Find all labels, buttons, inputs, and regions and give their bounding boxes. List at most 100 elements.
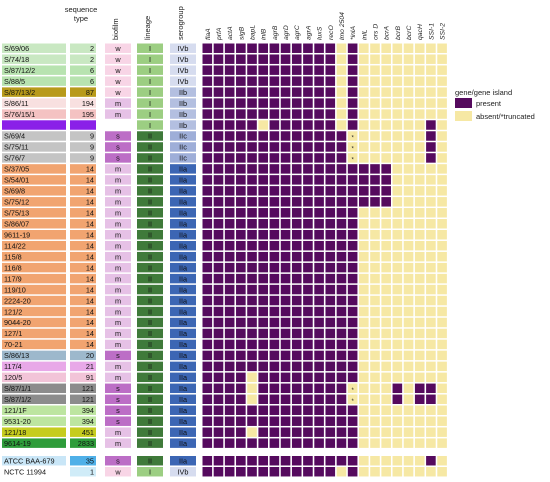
serogroup-label: IIa [179, 252, 188, 261]
gene-cell-present [291, 394, 302, 405]
gene-cell-absent [359, 109, 369, 119]
table-row: NCTC 11994 1 w I IVb [2, 467, 196, 477]
gene-cell-present [269, 131, 280, 141]
serogroup-cell [170, 65, 196, 75]
biofilm-cell [105, 251, 131, 262]
gene-cell-present [303, 98, 313, 108]
gene-cell-absent [403, 262, 414, 273]
gene-cell-present [247, 295, 257, 306]
sequence-type-label: 9 [90, 154, 94, 163]
gene-cell-absent [403, 142, 414, 152]
gene-cell-present [202, 109, 213, 119]
gene-cell-absent [392, 416, 403, 426]
gene-cell-present [247, 65, 257, 75]
gene-cell-present [247, 456, 257, 466]
sequence-type-cell [70, 76, 96, 86]
gene-cell-absent [347, 153, 358, 163]
gene-cell-present [269, 229, 280, 240]
gene-cell-absent [403, 372, 414, 383]
gene-cell-present [303, 306, 313, 317]
lineage-label: II [148, 362, 152, 371]
gene-cell-present [247, 306, 257, 317]
biofilm-cell [105, 164, 131, 174]
gene-cell-present [236, 438, 246, 448]
gene-cell-present [258, 284, 268, 295]
gene-cell-present [336, 142, 347, 152]
gene-cell-absent [403, 416, 414, 426]
gene-cell-absent [414, 131, 425, 141]
strain-cell [2, 284, 66, 295]
strain-label: S/75/12 [4, 198, 29, 207]
gene-cell-absent [359, 43, 369, 53]
gene-cell-absent [437, 131, 447, 141]
serogroup-cell [170, 219, 196, 229]
strain-label: S/69/8 [4, 187, 25, 196]
biofilm-label: w [114, 88, 121, 97]
gene-cell-present [224, 372, 235, 383]
gene-cell-absent [403, 405, 414, 415]
gene-cell-present [291, 262, 302, 273]
biofilm-cell [105, 76, 131, 86]
gene-cell-present [303, 54, 313, 64]
biofilm-label: m [115, 198, 121, 207]
gene-cell-present [247, 142, 257, 152]
gene-cell-present [269, 456, 280, 466]
gene-cell-present [314, 361, 324, 372]
gene-cell-present [247, 120, 257, 130]
gene-cell-present [202, 87, 213, 97]
gene-cell-absent [392, 131, 403, 141]
gene-cell-present [291, 427, 302, 437]
serogroup-label: IVb [178, 77, 189, 86]
gene-cell-absent [359, 273, 369, 284]
lineage-cell [137, 306, 163, 317]
gene-cell-absent [392, 295, 403, 306]
gene-cell-present [224, 131, 235, 141]
gene-cell-present [325, 339, 336, 350]
gene-cell-present [224, 405, 235, 415]
lineage-label: II [148, 187, 152, 196]
gene-cell-present [291, 54, 302, 64]
gene-cell-absent [437, 339, 447, 350]
gene-cell-present [336, 350, 347, 361]
gene-cell-absent [414, 427, 425, 437]
table-row: 119/10 14 m II IIa [2, 284, 196, 295]
gene-cell-present [303, 273, 313, 284]
gene-cell-present [314, 284, 324, 295]
gene-cell-present [280, 456, 291, 466]
truncated-marker: * [351, 147, 354, 153]
gene-cell-absent [381, 350, 391, 361]
gene-cell-absent [359, 120, 369, 130]
gene-cell-present [213, 262, 224, 273]
gene-cell-absent [392, 109, 403, 119]
sequence-type-label: 14 [86, 230, 94, 239]
serogroup-cell [170, 383, 196, 394]
gene-cell-present [381, 197, 391, 207]
gene-cell-present [236, 361, 246, 372]
gene-cell-absent [437, 467, 447, 477]
sequence-type-label: 6 [90, 77, 94, 86]
gene-cell-present [325, 219, 336, 229]
gene-cell-present [258, 306, 268, 317]
gene-cell-absent [426, 197, 436, 207]
gene-cell-absent [392, 229, 403, 240]
gene-cell-absent [403, 328, 414, 339]
strain-cell [2, 120, 66, 130]
gene-cell-present [269, 65, 280, 75]
gene-cell-present [269, 416, 280, 426]
gene-cell-present [314, 219, 324, 229]
serogroup-cell [170, 394, 196, 405]
gene-cell-present [280, 284, 291, 295]
gene-cell-absent [381, 262, 391, 273]
gene-cell-absent [437, 186, 447, 196]
table-row: S/86/07 14 m II IIa [2, 219, 196, 229]
biofilm-label: s [116, 132, 120, 141]
gene-cell-present [269, 427, 280, 437]
header-biofilm: biofilm [111, 18, 120, 40]
gene-cell-absent [370, 251, 380, 262]
gene-cell-absent [336, 98, 347, 108]
serogroup-label: IIa [179, 274, 188, 283]
strain-label: 120/5 [4, 373, 22, 382]
biofilm-label: w [114, 55, 121, 64]
gene-cell-present [280, 175, 291, 185]
gene-cell-absent [437, 328, 447, 339]
